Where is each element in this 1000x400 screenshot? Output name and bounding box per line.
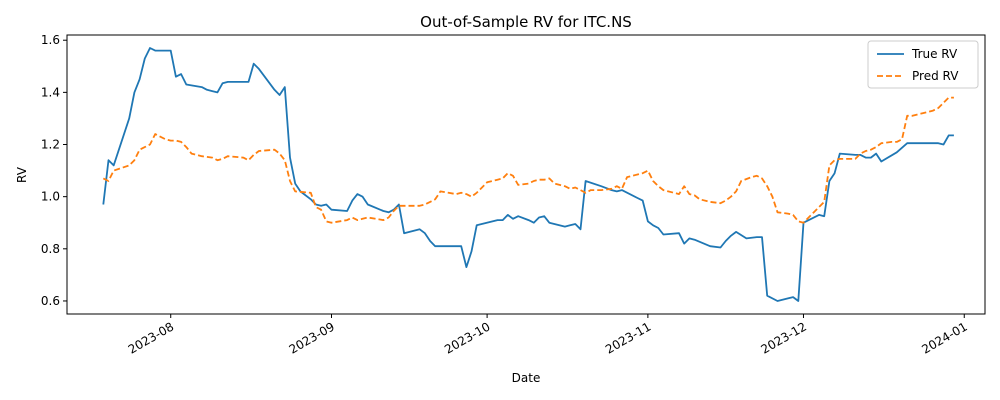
legend-label-pred-rv: Pred RV	[912, 69, 959, 83]
series-line-true-rv	[102, 47, 954, 302]
y-tick-label: 1.4	[41, 85, 60, 99]
x-axis-title: Date	[512, 371, 541, 385]
y-axis: 0.6 0.8 1.0 1.2 1.4 1.6	[41, 33, 67, 308]
chart-title: Out-of-Sample RV for ITC.NS	[420, 13, 632, 31]
y-tick-label: 1.2	[41, 138, 60, 152]
series-line-pred-rv	[102, 96, 954, 224]
y-tick-label: 0.8	[41, 242, 60, 256]
y-tick-label: 1.0	[41, 190, 60, 204]
y-tick-label: 0.6	[41, 294, 60, 308]
series-layer	[102, 47, 954, 302]
y-axis-title: RV	[15, 166, 29, 183]
legend-label-true-rv: True RV	[911, 47, 958, 61]
plot-frame	[66, 34, 986, 315]
legend: True RV Pred RV	[867, 40, 979, 89]
y-tick-label: 1.6	[41, 33, 60, 47]
